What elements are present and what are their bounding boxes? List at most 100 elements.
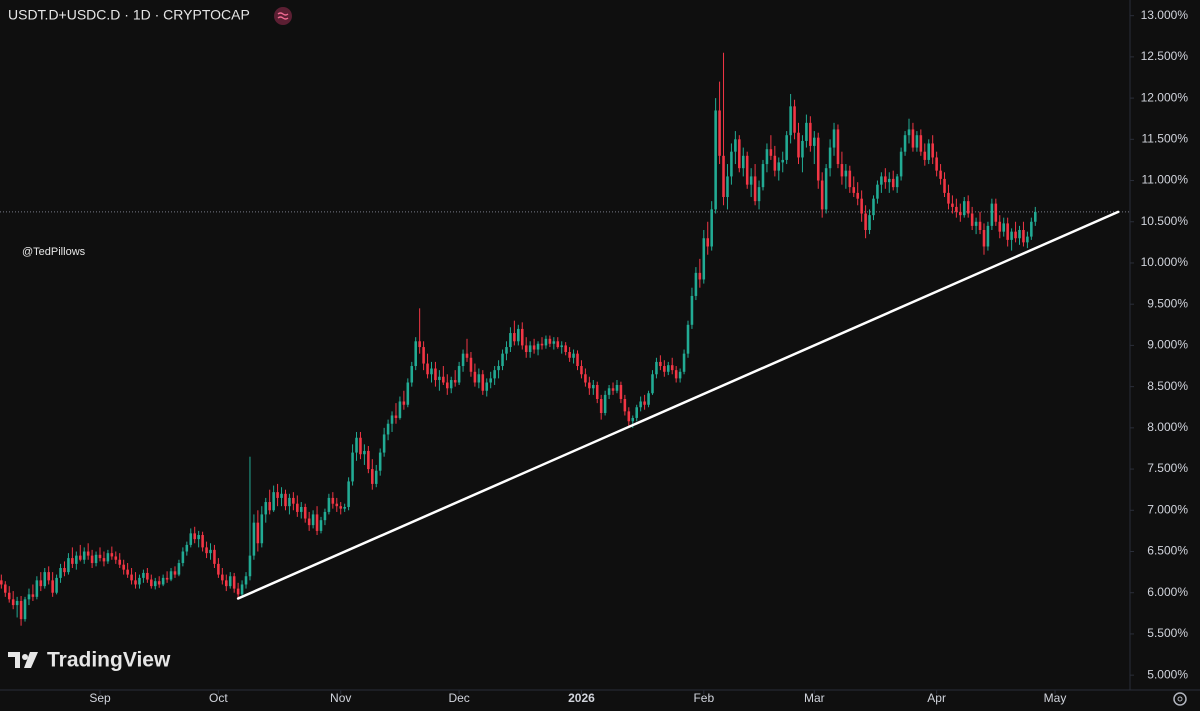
x-tick-label: May: [1044, 691, 1067, 705]
title-icon[interactable]: [274, 7, 292, 25]
candle-body: [556, 341, 560, 348]
candle-body: [931, 143, 934, 158]
candle-body: [686, 324, 690, 354]
candle-body: [793, 106, 796, 133]
candle-body: [31, 594, 35, 597]
candle-body: [359, 437, 362, 455]
candle-body: [228, 576, 232, 587]
candle-body: [331, 497, 335, 504]
candle-body: [895, 176, 899, 188]
candle-body: [943, 178, 946, 193]
candle-body: [434, 368, 437, 381]
candle-body: [797, 132, 800, 158]
chart-title: USDT.D+USDC.D · 1D · CRYPTOCAP: [8, 7, 250, 23]
candle-body: [82, 551, 86, 560]
candle-body: [828, 147, 832, 169]
candle-body: [86, 551, 90, 556]
candle-body: [639, 401, 642, 408]
icon-bg[interactable]: [274, 7, 292, 25]
candle-body: [217, 563, 220, 575]
candle-body: [844, 170, 848, 177]
candle-body: [225, 580, 228, 587]
y-tick-label: 11.500%: [1142, 131, 1189, 145]
candle-body: [820, 180, 824, 210]
y-tick-label: 10.500%: [1141, 214, 1189, 228]
candle-body: [651, 374, 654, 394]
settings-gear[interactable]: [1173, 692, 1187, 706]
candle-body: [982, 230, 986, 247]
candle-body: [173, 571, 177, 575]
candle-body: [59, 567, 62, 578]
candle-body: [485, 382, 489, 391]
candle-body: [824, 168, 828, 210]
brand-text: TradingView: [47, 649, 171, 672]
x-tick-label: Dec: [448, 691, 469, 705]
candle-body: [327, 497, 331, 512]
candle-body: [319, 520, 323, 531]
candle-body: [568, 352, 571, 358]
candle-body: [27, 594, 31, 600]
candle-body: [430, 368, 433, 375]
candle-body: [919, 135, 923, 152]
candle-body: [347, 481, 350, 507]
candle-body: [923, 151, 927, 160]
candle-body: [284, 493, 287, 507]
candle-body: [524, 345, 528, 353]
candle-body: [240, 584, 244, 595]
candle-body: [418, 341, 421, 348]
watermark: @TedPillows: [22, 246, 86, 258]
candle-body: [986, 225, 990, 247]
candle-body: [666, 365, 670, 372]
settings-icon[interactable]: [1173, 692, 1187, 706]
candle-body: [978, 221, 982, 230]
candle-body: [722, 155, 725, 198]
candle-body: [734, 139, 737, 152]
x-tick-label: Feb: [693, 691, 714, 705]
candle-body: [4, 584, 7, 593]
candle-body: [232, 576, 236, 589]
candle-body: [1006, 223, 1009, 240]
candle-body: [371, 469, 374, 484]
candle-body: [670, 365, 674, 371]
candle-body: [197, 535, 200, 540]
candle-body: [998, 221, 1002, 232]
candle-body: [544, 338, 548, 346]
candle-body: [994, 203, 998, 222]
candle-body: [513, 333, 516, 342]
candle-body: [422, 347, 425, 364]
candle-body: [390, 415, 394, 424]
candle-body: [887, 178, 891, 183]
candle-body: [777, 162, 781, 171]
candle-body: [864, 213, 867, 230]
candle-body: [663, 366, 666, 372]
candle-body: [694, 272, 698, 296]
candle-body: [252, 522, 256, 556]
trend-line: [236, 210, 1120, 600]
candle-body: [1014, 231, 1017, 239]
candle-body: [244, 576, 248, 585]
candle-body: [710, 209, 713, 247]
candle-body: [7, 592, 11, 600]
candle-body: [599, 398, 603, 414]
candle-body: [102, 558, 106, 562]
y-tick-label: 7.000%: [1147, 502, 1188, 516]
candle-body: [690, 295, 694, 325]
y-tick-label: 11.000%: [1142, 173, 1189, 187]
candle-body: [702, 238, 706, 280]
candle-body: [1018, 230, 1021, 239]
logo-dot: [22, 654, 28, 660]
candle-body: [809, 122, 812, 146]
candle-body: [576, 353, 579, 367]
candle-body: [469, 357, 473, 372]
candle-body: [311, 514, 315, 526]
candle-body: [588, 382, 591, 389]
x-tick-label: Nov: [330, 691, 351, 705]
candle-body: [1010, 231, 1013, 240]
candle-body: [592, 384, 595, 389]
candle-body: [35, 580, 39, 597]
candle-body: [536, 343, 540, 350]
candle-body: [481, 374, 485, 391]
candle-body: [461, 353, 465, 367]
candle-body: [146, 572, 149, 580]
